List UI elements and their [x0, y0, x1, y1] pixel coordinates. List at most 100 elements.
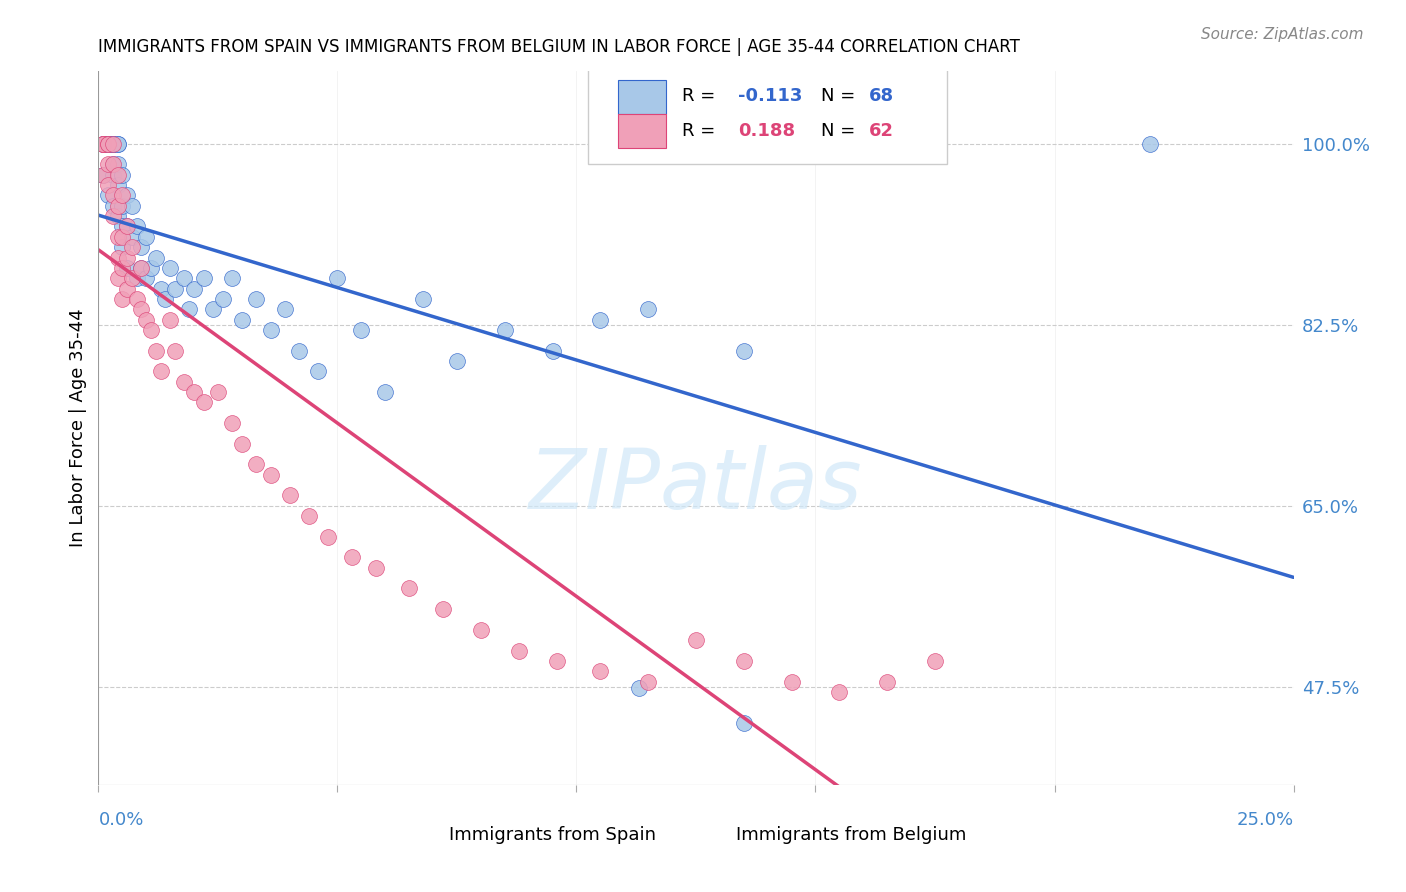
Point	[163, 281, 186, 295]
Point	[245, 292, 267, 306]
Point	[159, 260, 181, 275]
Point	[139, 323, 162, 337]
Text: R =: R =	[682, 122, 721, 140]
Point	[91, 136, 114, 151]
Point	[159, 312, 181, 326]
Text: Immigrants from Belgium: Immigrants from Belgium	[737, 826, 966, 844]
Point	[274, 302, 297, 317]
Point	[125, 219, 148, 234]
Point	[202, 302, 225, 317]
Point	[131, 260, 153, 275]
Point	[121, 240, 143, 254]
Point	[107, 199, 129, 213]
Point	[107, 230, 129, 244]
Point	[288, 343, 311, 358]
Point	[278, 488, 301, 502]
Point	[111, 199, 134, 213]
Point	[446, 354, 468, 368]
Point	[97, 178, 120, 193]
Point	[115, 219, 138, 234]
Point	[97, 136, 120, 151]
Point	[155, 292, 177, 306]
Point	[298, 509, 321, 524]
Point	[589, 312, 612, 326]
Point	[307, 364, 329, 378]
Text: N =: N =	[821, 87, 862, 104]
Point	[924, 654, 946, 668]
Text: R =: R =	[682, 87, 721, 104]
Point	[107, 136, 129, 151]
Point	[111, 219, 134, 234]
Point	[97, 157, 120, 171]
Point	[101, 157, 124, 171]
Point	[828, 685, 851, 699]
Point	[101, 168, 124, 182]
Point	[101, 136, 124, 151]
Point	[91, 136, 114, 151]
Point	[149, 364, 172, 378]
Bar	[619, 114, 666, 148]
Point	[97, 136, 120, 151]
Point	[91, 136, 114, 151]
Point	[97, 136, 120, 151]
Point	[627, 681, 650, 695]
Point	[780, 674, 803, 689]
Point	[111, 168, 134, 182]
Point	[121, 230, 143, 244]
Point	[340, 550, 363, 565]
Point	[131, 260, 153, 275]
Point	[733, 715, 755, 730]
Point	[432, 602, 454, 616]
Point	[125, 271, 148, 285]
Point	[107, 136, 129, 151]
Point	[245, 458, 267, 472]
Point	[207, 384, 229, 399]
Point	[101, 136, 124, 151]
Point	[494, 323, 516, 337]
Text: IMMIGRANTS FROM SPAIN VS IMMIGRANTS FROM BELGIUM IN LABOR FORCE | AGE 35-44 CORR: IMMIGRANTS FROM SPAIN VS IMMIGRANTS FROM…	[98, 38, 1021, 56]
Point	[231, 312, 253, 326]
Point	[193, 271, 215, 285]
Point	[121, 271, 143, 285]
Point	[107, 251, 129, 265]
Text: N =: N =	[821, 122, 862, 140]
Point	[139, 260, 162, 275]
Point	[145, 251, 167, 265]
Point	[412, 292, 434, 306]
Point	[101, 209, 124, 223]
Point	[111, 230, 134, 244]
Point	[733, 654, 755, 668]
Point	[546, 654, 568, 668]
Point	[685, 633, 707, 648]
Y-axis label: In Labor Force | Age 35-44: In Labor Force | Age 35-44	[69, 309, 87, 548]
Point	[97, 188, 120, 202]
Point	[398, 582, 420, 596]
Point	[131, 302, 153, 317]
Point	[541, 343, 564, 358]
Text: 68: 68	[869, 87, 894, 104]
Point	[107, 271, 129, 285]
Point	[326, 271, 349, 285]
Point	[107, 168, 129, 182]
Point	[193, 395, 215, 409]
Point	[115, 260, 138, 275]
Point	[173, 271, 195, 285]
Point	[179, 302, 201, 317]
Text: -0.113: -0.113	[738, 87, 803, 104]
Point	[107, 178, 129, 193]
Point	[163, 343, 186, 358]
Point	[350, 323, 373, 337]
Point	[111, 188, 134, 202]
Bar	[690, 817, 725, 853]
Point	[316, 530, 339, 544]
Point	[637, 302, 659, 317]
Point	[101, 136, 124, 151]
Point	[115, 281, 138, 295]
Point	[91, 136, 114, 151]
Point	[149, 281, 172, 295]
Point	[1139, 136, 1161, 151]
Point	[101, 199, 124, 213]
Point	[183, 384, 205, 399]
Point	[115, 188, 138, 202]
Point	[97, 136, 120, 151]
